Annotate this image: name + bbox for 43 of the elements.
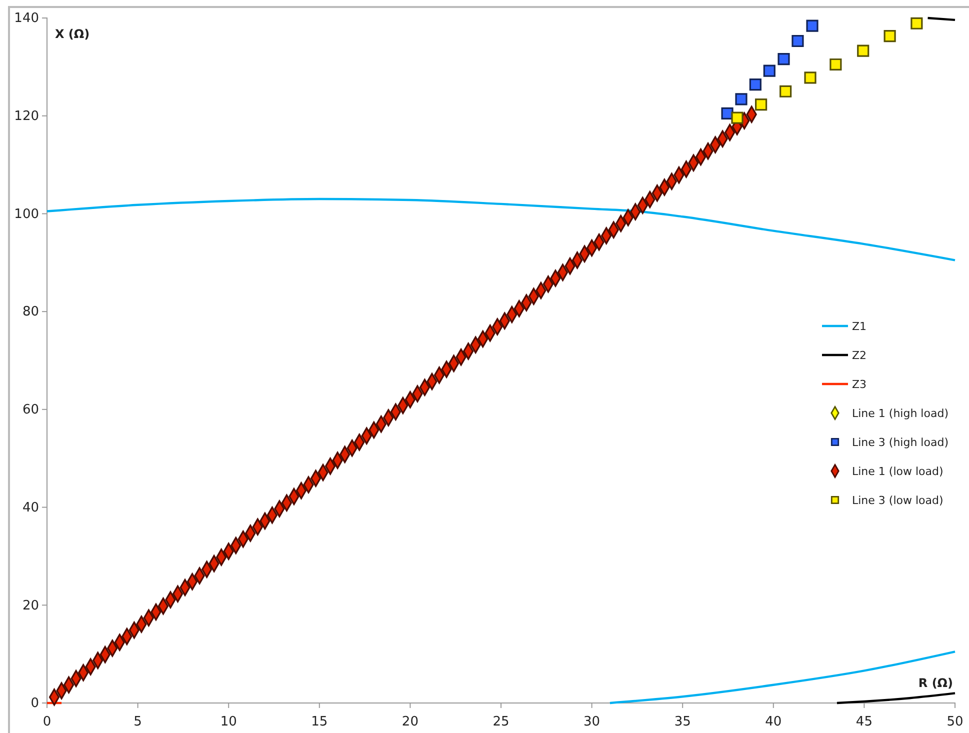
y-tick-label: 100 bbox=[14, 206, 39, 222]
y-tick-label: 120 bbox=[14, 109, 39, 124]
y-tick-label: 0 bbox=[30, 696, 39, 712]
legend-label: Line 3 (high load) bbox=[852, 436, 948, 449]
point bbox=[778, 53, 790, 66]
point bbox=[755, 98, 768, 111]
x-tick-label: 35 bbox=[674, 714, 691, 730]
x-tick-label: 50 bbox=[946, 714, 964, 730]
point bbox=[884, 30, 896, 42]
y-tick-label: 40 bbox=[22, 500, 39, 516]
y-tick-label: 140 bbox=[14, 11, 39, 26]
point bbox=[804, 72, 816, 84]
x-tick-label: 30 bbox=[584, 714, 600, 730]
y-axis-title: X (Ω) bbox=[55, 27, 90, 41]
y-tick-label: 20 bbox=[22, 598, 39, 614]
legend-label: Z3 bbox=[852, 378, 867, 391]
x-tick-label: 40 bbox=[765, 714, 782, 730]
legend-label: Z1 bbox=[852, 320, 867, 333]
point bbox=[721, 107, 734, 120]
x-tick-label: 5 bbox=[134, 714, 142, 730]
point bbox=[763, 64, 776, 77]
point bbox=[749, 78, 762, 91]
x-tick-label: 15 bbox=[311, 714, 328, 730]
point bbox=[910, 17, 923, 30]
y-tick-label: 60 bbox=[22, 402, 39, 418]
x-tick-label: 25 bbox=[492, 714, 510, 730]
y-tick-label: 80 bbox=[22, 304, 39, 320]
point bbox=[857, 44, 870, 57]
legend-label: Z2 bbox=[852, 349, 867, 362]
point bbox=[780, 85, 792, 98]
point bbox=[735, 93, 748, 106]
x-tick-label: 45 bbox=[856, 714, 872, 730]
point bbox=[806, 20, 818, 32]
point bbox=[792, 34, 804, 48]
x-axis-title: R (Ω) bbox=[918, 676, 953, 690]
legend-label: Line 1 (low load) bbox=[852, 465, 944, 478]
x-tick-label: 10 bbox=[220, 714, 237, 730]
x-tick-label: 20 bbox=[402, 714, 418, 730]
x-tick-label: 0 bbox=[42, 714, 52, 730]
legend-label: Line 3 (low load) bbox=[852, 494, 944, 507]
point bbox=[830, 58, 842, 71]
point bbox=[731, 112, 744, 124]
legend-label: Line 1 (high load) bbox=[852, 407, 948, 420]
